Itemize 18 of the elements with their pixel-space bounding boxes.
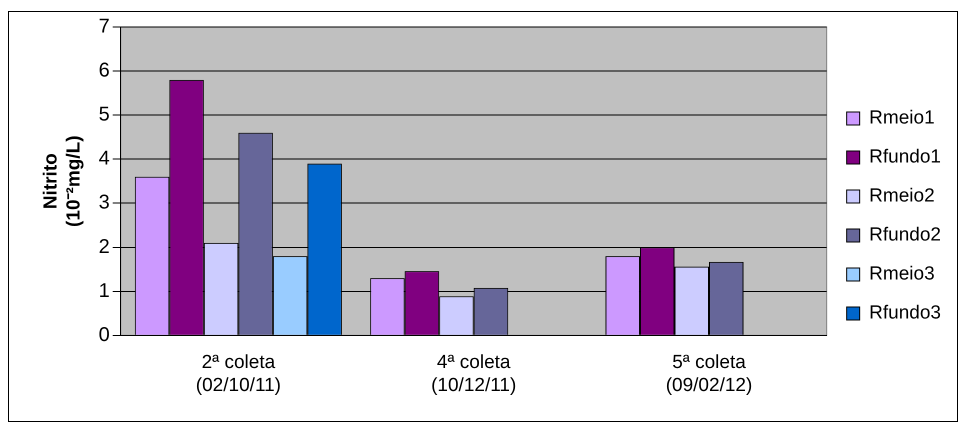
- legend-label: Rmeio1: [869, 108, 935, 129]
- y-axis-title: Nitrito (10⁻²mg/L): [40, 135, 84, 227]
- y-tick-label: 3: [98, 192, 110, 214]
- x-tick-label: 2ª coleta (02/10/11): [196, 352, 281, 396]
- legend-label: Rmeio2: [869, 186, 935, 207]
- x-tick-label: 5ª coleta (09/02/12): [666, 352, 752, 396]
- legend-label: Rmeio3: [869, 264, 935, 285]
- legend-label: Rfundo3: [869, 302, 942, 324]
- y-tick-label: 6: [98, 60, 110, 82]
- x-tick-label: 4ª coleta (10/12/11): [431, 352, 516, 396]
- legend-label: Rfundo2: [869, 224, 942, 246]
- y-tick-label: 5: [98, 104, 110, 126]
- y-tick-label: 4: [98, 148, 110, 170]
- y-tick-label: 1: [98, 280, 110, 302]
- y-tick-label: 2: [98, 236, 110, 258]
- legend-label: Rfundo1: [869, 146, 942, 168]
- y-tick-label: 0: [98, 324, 110, 346]
- y-tick-label: 7: [98, 16, 110, 38]
